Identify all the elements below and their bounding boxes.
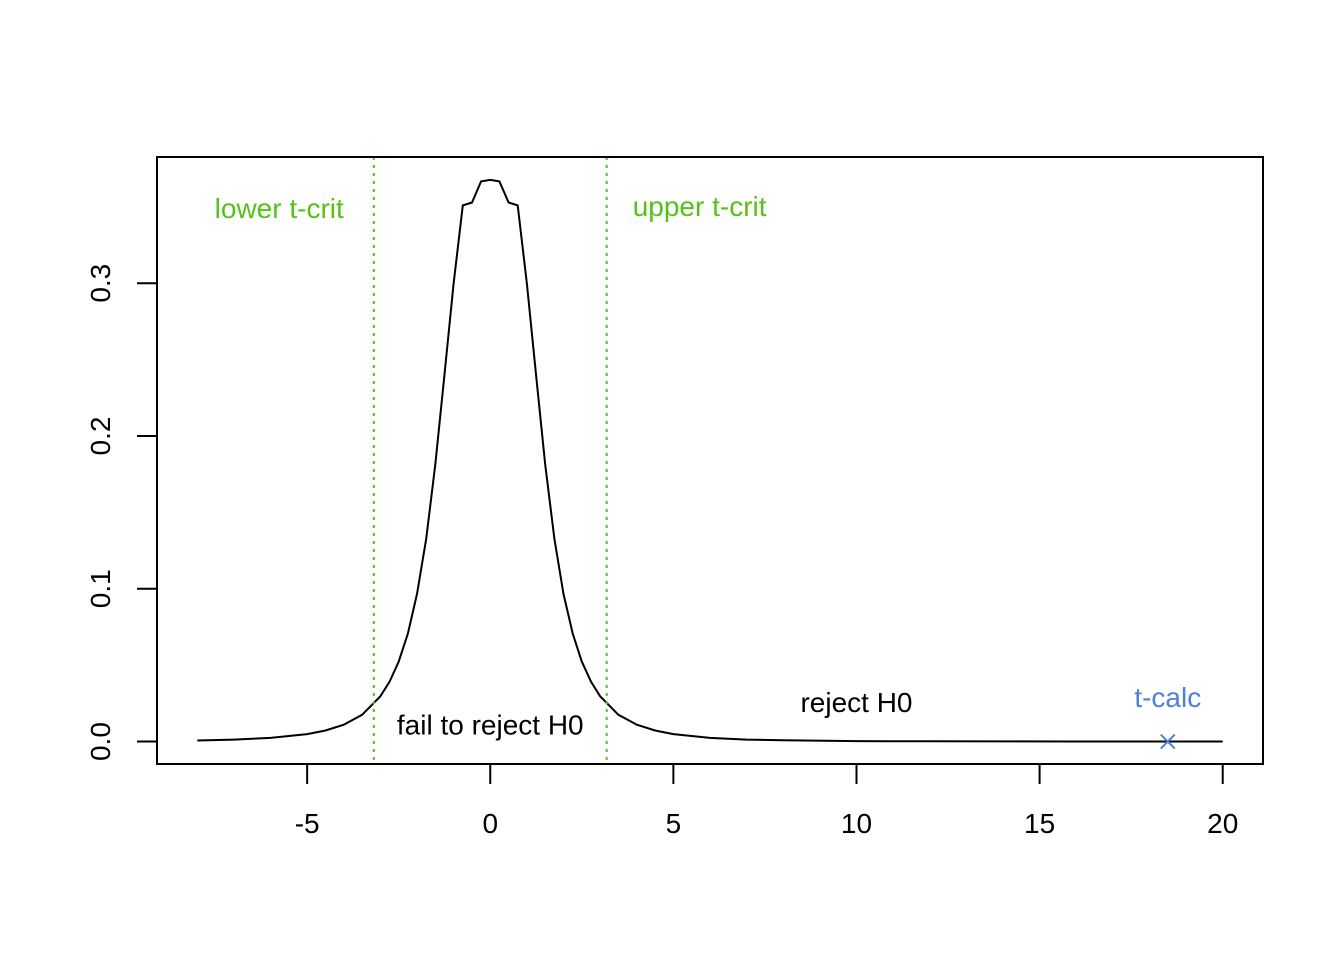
critical-lines-layer: lower t-crit upper t-crit [215, 157, 767, 764]
x-tick-label: 15 [1024, 808, 1055, 839]
plot-frame [156, 156, 1264, 765]
axis-layer: -5 0 5 10 15 20 0.0 0.1 0.2 0.3 [85, 156, 1264, 839]
y-tick-label: 0.2 [85, 417, 116, 456]
x-tick-label: -5 [295, 808, 320, 839]
x-tick-label: 10 [841, 808, 872, 839]
upper-critical-label: upper t-crit [633, 191, 767, 222]
y-tick-label: 0.1 [85, 569, 116, 608]
y-tick-label: 0.3 [85, 264, 116, 303]
t-calc-marker-stroke [1160, 733, 1176, 750]
fail-to-reject-label: fail to reject H0 [397, 710, 584, 741]
t-calc-label: t-calc [1134, 682, 1201, 713]
t-calc-marker [1160, 733, 1176, 750]
x-tick-label: 5 [666, 808, 682, 839]
curve-layer [197, 178, 1223, 743]
x-tick-label: 0 [482, 808, 498, 839]
annotation-layer: fail to reject H0 reject H0 t-calc [397, 682, 1201, 750]
y-tick-label: 0.0 [85, 722, 116, 761]
reject-label: reject H0 [800, 687, 912, 718]
lower-critical-label: lower t-crit [215, 193, 344, 224]
density-curve [197, 178, 1223, 743]
x-tick-label: 20 [1207, 808, 1238, 839]
